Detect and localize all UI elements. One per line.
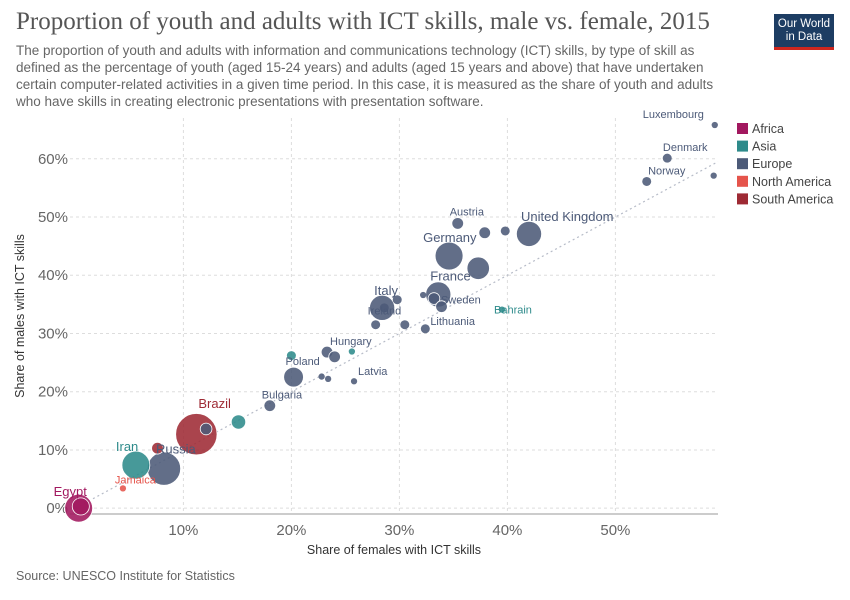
data-point[interactable] [348, 348, 356, 355]
point-label: United Kingdom [521, 209, 614, 224]
point-label: Jamaica [115, 474, 157, 486]
data-point[interactable] [371, 320, 381, 330]
data-point[interactable] [230, 414, 247, 430]
data-point[interactable] [199, 422, 213, 436]
owid-logo[interactable]: Our World in Data [774, 14, 834, 50]
data-points [64, 121, 718, 523]
data-point[interactable] [379, 303, 389, 313]
point-label: Italy [374, 283, 398, 298]
point-label: Luxembourg [643, 109, 704, 121]
point-label: Latvia [358, 366, 388, 378]
point-label: Lithuania [430, 316, 476, 328]
y-tick-label: 50% [38, 209, 68, 226]
y-tick-label: 0% [46, 500, 68, 517]
axes: Share of females with ICT skills Share o… [13, 151, 718, 557]
point-label: Denmark [663, 142, 708, 154]
legend-label[interactable]: Asia [752, 140, 776, 154]
data-point[interactable] [642, 176, 652, 186]
data-point[interactable] [710, 172, 717, 179]
grid-lines [70, 118, 718, 514]
y-tick-label: 30% [38, 325, 68, 342]
x-tick-label: 10% [168, 522, 198, 539]
legend: Africa Asia Europe North America South Ameri… [737, 122, 833, 206]
point-label: Austria [450, 206, 485, 218]
data-point[interactable] [263, 399, 277, 412]
data-point[interactable] [711, 121, 718, 129]
y-tick-label: 10% [38, 442, 68, 459]
data-point[interactable] [151, 441, 164, 455]
parity-line [75, 161, 719, 509]
point-label: France [430, 268, 470, 283]
data-point[interactable] [400, 320, 410, 330]
data-point[interactable] [427, 292, 441, 305]
point-label: Egypt [54, 484, 88, 499]
x-tick-label: 50% [600, 522, 630, 539]
data-point[interactable] [662, 153, 672, 163]
x-tick-label: 40% [492, 522, 522, 539]
data-point[interactable] [121, 450, 151, 480]
legend-swatch[interactable] [737, 123, 748, 134]
data-point[interactable] [435, 300, 448, 313]
data-point[interactable] [286, 351, 296, 361]
data-point[interactable] [119, 485, 127, 492]
x-axis-title: Share of females with ICT skills [307, 543, 481, 557]
data-point[interactable] [324, 375, 332, 383]
point-label: Norway [648, 165, 686, 177]
data-point[interactable] [318, 373, 325, 380]
x-tick-label: 30% [384, 522, 414, 539]
y-axis-title: Share of males with ICT skills [13, 234, 27, 398]
point-label: Germany [423, 230, 477, 245]
point-label: Ireland [368, 306, 402, 318]
logo-line-1: Our World [777, 18, 831, 30]
legend-swatch[interactable] [737, 175, 748, 187]
legend-swatch[interactable] [737, 193, 748, 205]
point-label: Russia [156, 442, 197, 457]
data-point[interactable] [350, 378, 358, 385]
legend-label[interactable]: South America [752, 192, 833, 206]
data-point[interactable] [500, 226, 510, 236]
legend-swatch[interactable] [737, 140, 748, 152]
point-label: Sweden [441, 295, 481, 307]
data-point[interactable] [516, 220, 543, 247]
reference-line [75, 161, 719, 509]
data-point[interactable] [328, 350, 341, 364]
point-label: Bahrain [494, 305, 532, 317]
point-label: Hungary [330, 336, 372, 348]
legend-swatch[interactable] [737, 158, 748, 170]
data-point[interactable] [451, 217, 464, 230]
point-labels: Luxembourg Denmark Norway Austria United Kin… [54, 109, 708, 499]
chart-title: Proportion of youth and adults with ICT … [16, 8, 710, 35]
data-point[interactable] [420, 291, 427, 299]
data-point[interactable] [478, 226, 491, 239]
data-point[interactable] [466, 256, 490, 280]
data-point[interactable] [392, 295, 402, 305]
y-tick-label: 60% [38, 151, 68, 168]
logo-line-2: in Data [785, 31, 823, 43]
data-point[interactable] [498, 306, 506, 313]
legend-label[interactable]: North America [752, 175, 831, 189]
point-label: Brazil [198, 396, 231, 411]
data-point[interactable] [283, 366, 304, 388]
legend-label[interactable]: Europe [752, 157, 792, 171]
source-note: Source: UNESCO Institute for Statistics [16, 569, 235, 583]
y-tick-label: 40% [38, 267, 68, 284]
chart-subtitle: The proportion of youth and adults with … [16, 43, 714, 109]
data-point[interactable] [434, 241, 464, 271]
point-label: Bulgaria [262, 390, 303, 402]
data-point[interactable] [71, 497, 90, 516]
point-label: Iran [116, 439, 138, 454]
point-label: Poland [286, 356, 320, 368]
data-point[interactable] [420, 324, 430, 334]
legend-label[interactable]: Africa [752, 122, 784, 136]
y-tick-label: 20% [38, 384, 68, 401]
x-tick-label: 20% [276, 522, 306, 539]
